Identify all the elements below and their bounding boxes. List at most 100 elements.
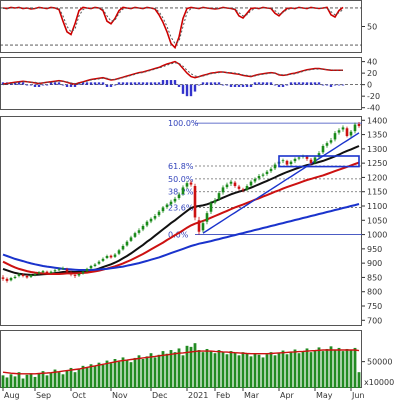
volume-bar-59 bbox=[237, 355, 241, 388]
macd-histogram-bar-30 bbox=[121, 82, 125, 85]
candle-body-32 bbox=[129, 237, 133, 241]
price-frame bbox=[0, 116, 362, 326]
volume-bar-32 bbox=[129, 362, 133, 388]
macd-frame bbox=[0, 57, 362, 110]
volume-bar-12 bbox=[49, 372, 53, 388]
macd-histogram-bar-10 bbox=[41, 84, 45, 86]
candle-body-38 bbox=[153, 216, 157, 219]
candle-body-80 bbox=[321, 146, 325, 153]
candle-body-88 bbox=[353, 124, 357, 132]
candle-body-15 bbox=[61, 268, 65, 270]
candle-body-51 bbox=[205, 213, 209, 222]
price-tick-label-5: 1150 bbox=[367, 188, 387, 197]
candle-body-23 bbox=[93, 264, 97, 266]
candle-body-50 bbox=[201, 223, 205, 231]
volume-bar-88 bbox=[353, 347, 357, 388]
volume-bar-43 bbox=[173, 352, 177, 388]
macd-histogram-bar-12 bbox=[49, 82, 53, 85]
volume-bar-34 bbox=[137, 355, 141, 388]
x-tick-label-8: Apr bbox=[280, 391, 295, 400]
price-tick-label-10: 900 bbox=[367, 259, 382, 268]
macd-histogram-bar-35 bbox=[141, 82, 145, 85]
candle-body-59 bbox=[237, 186, 241, 189]
volume-bar-87 bbox=[349, 350, 353, 388]
price-panel: 100.0% 61.8% 50.0% 38.2% 23.6% 0.0% 1400 1350 13… bbox=[0, 116, 387, 326]
candle-body-76 bbox=[305, 156, 309, 159]
macd-histogram-bar-52 bbox=[209, 82, 213, 85]
candle-body-70 bbox=[281, 160, 285, 162]
fib-label-0: 100.0% bbox=[168, 119, 199, 128]
macd-histogram-bar-60 bbox=[241, 84, 245, 87]
volume-bar-26 bbox=[105, 360, 109, 388]
oscillator-panel: 50 bbox=[0, 0, 377, 53]
volume-bar-7 bbox=[29, 373, 33, 388]
volume-bar-84 bbox=[337, 347, 341, 388]
candle-body-24 bbox=[97, 261, 101, 264]
volume-bar-64 bbox=[257, 354, 261, 388]
price-tick-label-12: 800 bbox=[367, 288, 382, 297]
macd-histogram-bar-26 bbox=[105, 84, 109, 87]
candle-body-77 bbox=[309, 159, 313, 164]
volume-bar-78 bbox=[313, 350, 317, 388]
candle-body-34 bbox=[137, 230, 141, 233]
candle-body-44 bbox=[177, 194, 181, 198]
fib-label-2: 50.0% bbox=[168, 175, 194, 184]
candle-body-0 bbox=[1, 277, 5, 279]
candle-body-60 bbox=[241, 189, 245, 191]
candle-body-21 bbox=[85, 268, 89, 272]
volume-multiplier-label: x10000 bbox=[364, 378, 394, 387]
macd-histogram-bar-84 bbox=[337, 84, 341, 86]
volume-bar-11 bbox=[45, 375, 49, 388]
macd-histogram-bar-45 bbox=[181, 84, 185, 94]
volume-bar-56 bbox=[225, 354, 229, 388]
volume-bar-71 bbox=[285, 354, 289, 388]
price-tick-label-14: 700 bbox=[367, 316, 382, 325]
candle-body-1 bbox=[5, 278, 9, 281]
volume-bar-72 bbox=[289, 351, 293, 388]
candle-body-67 bbox=[269, 168, 273, 172]
volume-bar-60 bbox=[241, 352, 245, 388]
macd-histogram-bar-51 bbox=[205, 82, 209, 85]
macd-histogram-bar-29 bbox=[117, 82, 121, 85]
oscillator-frame bbox=[0, 0, 362, 53]
volume-bar-58 bbox=[233, 352, 237, 388]
macd-histogram-bar-9 bbox=[37, 84, 41, 87]
volume-bar-24 bbox=[97, 362, 101, 388]
volume-bar-46 bbox=[185, 345, 189, 388]
candle-body-13 bbox=[53, 270, 57, 272]
volume-bar-13 bbox=[53, 369, 57, 388]
volume-bar-17 bbox=[69, 367, 73, 388]
candle-body-16 bbox=[65, 269, 69, 272]
candle-body-64 bbox=[257, 176, 261, 179]
candle-body-57 bbox=[229, 181, 233, 184]
candle-body-39 bbox=[157, 211, 161, 216]
macd-histogram-bar-77 bbox=[309, 82, 313, 85]
macd-histogram-bar-69 bbox=[277, 84, 281, 87]
macd-histogram-bar-75 bbox=[301, 82, 305, 85]
candle-body-4 bbox=[17, 274, 21, 276]
volume-bar-44 bbox=[177, 348, 181, 388]
volume-bar-15 bbox=[61, 374, 65, 388]
volume-bar-9 bbox=[37, 373, 41, 388]
candle-body-43 bbox=[173, 198, 177, 202]
volume-bar-1 bbox=[5, 377, 9, 388]
volume-bar-38 bbox=[153, 357, 157, 388]
fib-label-1: 61.8% bbox=[168, 162, 194, 171]
volume-bar-82 bbox=[329, 346, 333, 388]
volume-bar-30 bbox=[121, 357, 125, 388]
x-axis: Aug Sep Oct Nov Dec 2021 Feb Mar Apr May Jun bbox=[2, 388, 365, 400]
candle-body-73 bbox=[293, 158, 297, 162]
macd-histogram-bar-64 bbox=[257, 82, 261, 85]
volume-bar-4 bbox=[17, 372, 21, 388]
macd-histogram-bar-44 bbox=[177, 84, 181, 87]
price-series-ma-red bbox=[2, 161, 360, 275]
volume-bar-83 bbox=[333, 350, 337, 388]
candle-body-46 bbox=[185, 183, 189, 187]
macd-histogram-bar-74 bbox=[297, 82, 301, 85]
candle-body-84 bbox=[337, 130, 341, 133]
volume-bar-37 bbox=[149, 353, 153, 388]
volume-bar-16 bbox=[65, 370, 69, 388]
candle-body-3 bbox=[13, 276, 17, 278]
volume-bar-49 bbox=[197, 350, 201, 388]
